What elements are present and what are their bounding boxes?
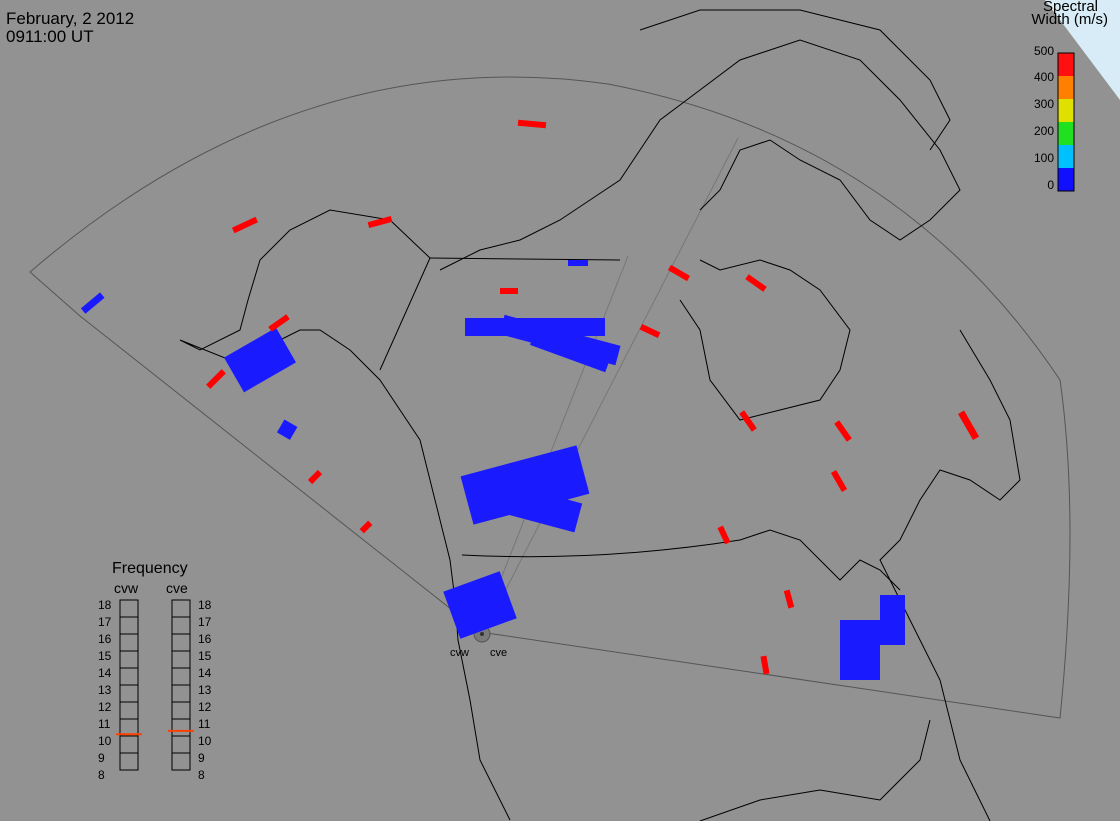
echo-cell [443,571,517,639]
frequency-tick-right: 12 [198,700,212,714]
frequency-tick-left: 18 [98,598,112,612]
frequency-tick-right: 14 [198,666,212,680]
echo-cell [880,595,905,645]
echoes-high-width [206,119,980,675]
frequency-tick-right: 10 [198,734,212,748]
coastline-alaska [179,209,511,821]
border-territories [429,257,621,261]
site-label-west: cvw [450,647,469,659]
frequency-tick-right: 11 [198,717,211,731]
frequency-radar-label-cve: cve [166,580,188,596]
frequency-tick-left: 8 [98,768,105,782]
echo-cell [367,215,393,229]
colorbar-segment [1058,145,1074,168]
coastline-hudson-bay [679,259,851,421]
echo-cell [530,331,610,373]
echo-cell [517,119,547,129]
great-lakes [739,529,901,591]
colorbar-segment [1058,122,1074,145]
corner-shade [1045,0,1120,100]
colorbar-title-line2: Width (m/s) [1031,11,1108,28]
colorbar-tick: 100 [1033,151,1054,165]
colorbar-segment [1058,99,1074,122]
frequency-tick-right: 17 [198,615,212,629]
coastline-gulf [699,719,931,821]
colorbar-tick: 500 [1033,44,1054,58]
echo-cell [307,469,323,485]
echo-cell [830,469,848,493]
border-us-canada [461,539,741,558]
frequency-columns [119,599,191,771]
colorbar-tick: 300 [1033,97,1054,111]
echo-cell [739,410,757,432]
beam-line [483,137,739,633]
colorbar-tick: 200 [1033,124,1054,138]
frequency-tick-left: 12 [98,700,112,714]
frequency-tick-left: 13 [98,683,112,697]
beam-line [479,255,629,633]
frequency-tick-left: 15 [98,649,112,663]
frequency-radar-label-cvw: cvw [114,580,139,596]
frequency-tick-right: 15 [198,649,212,663]
frequency-tick-left: 11 [98,717,111,731]
coastline-east [879,329,1021,821]
field-of-view-outline [29,76,1071,719]
frequency-tick-left: 14 [98,666,112,680]
border-alaska-canada [379,257,431,371]
frequency-tick-left: 17 [98,615,112,629]
echo-cell [667,264,691,282]
echo-cell [783,589,795,609]
observation-time: 0911:00 UT [6,27,94,46]
frequency-tick-left: 9 [98,751,105,765]
echo-cell [231,216,259,234]
echo-cell [500,288,518,294]
echo-cell [359,520,373,534]
frequency-tick-left: 16 [98,632,112,646]
echo-cell [268,314,290,332]
coastline-arctic [439,39,961,271]
echo-cell [834,420,852,442]
echo-cell [568,260,588,266]
echo-cell [477,477,583,533]
echoes-low-width [80,260,905,680]
echo-cell [760,655,770,675]
frequency-tick-right: 9 [198,751,205,765]
political-boundaries [379,257,741,558]
echo-cell [717,525,731,545]
colorbar-segment [1058,168,1074,191]
radar-site-dot [480,632,484,636]
colorbar-tick: 400 [1033,70,1054,84]
echo-cell [745,274,767,292]
site-label-east: cve [490,647,508,659]
coastline-greenland [639,9,951,151]
frequency-tick-right: 18 [198,598,212,612]
frequency-tick-left: 10 [98,734,112,748]
colorbar-tick: 0 [1047,178,1054,192]
echo-cell [958,410,980,440]
frequency-tick-right: 8 [198,768,205,782]
colorbar-title-line1: Spectral [1042,0,1098,15]
echo-cell [224,327,296,393]
frequency-tick-right: 16 [198,632,212,646]
echo-cell [276,419,298,440]
observation-date: February, 2 2012 [6,9,135,28]
frequency-title: Frequency [112,560,188,577]
echo-cell [80,292,105,314]
echo-cell [206,369,226,389]
echo-cell [639,324,661,338]
coastlines [179,9,1021,821]
frequency-tick-right: 13 [198,683,212,697]
echo-cell [840,620,880,680]
